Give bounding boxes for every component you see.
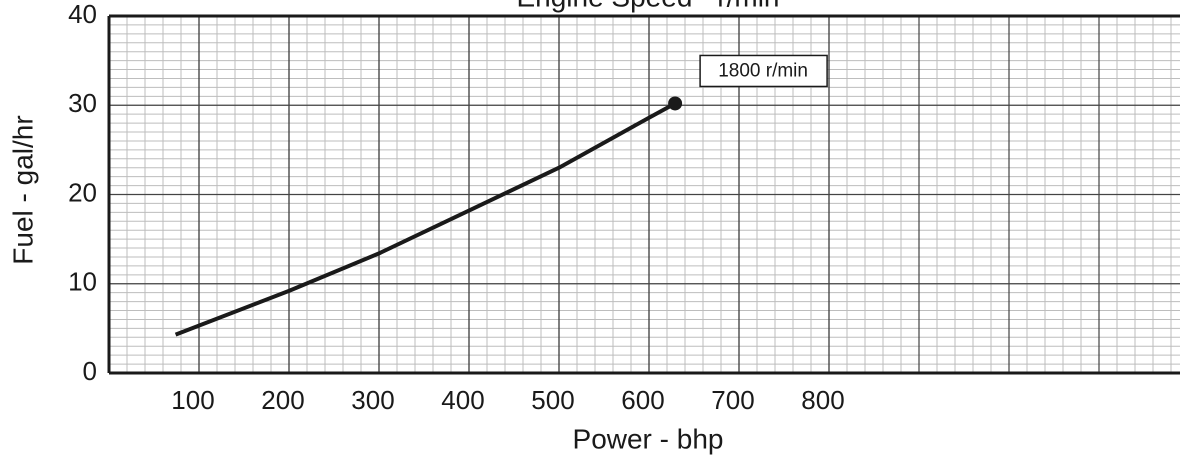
x-tick-label: 300 bbox=[351, 385, 394, 415]
x-axis-label: Power - bhp bbox=[573, 423, 724, 454]
x-tick-label: 800 bbox=[801, 385, 844, 415]
x-tick-label: 700 bbox=[711, 385, 754, 415]
y-tick-label: 0 bbox=[83, 356, 97, 386]
y-tick-label: 20 bbox=[68, 177, 97, 207]
line bbox=[174, 101, 677, 337]
legend-box bbox=[699, 54, 828, 88]
x-tick-label: 500 bbox=[531, 385, 574, 415]
legend-label: 1800 r/min bbox=[718, 60, 808, 81]
chart-title: Engine Speed - r/min bbox=[516, 0, 779, 12]
y-axis-label: Fuel - gal/hr bbox=[7, 115, 38, 264]
y-tick-label: 40 bbox=[68, 0, 97, 29]
x-tick-label: 400 bbox=[441, 385, 484, 415]
end-marker bbox=[668, 96, 683, 111]
x-tick-label: 600 bbox=[621, 385, 664, 415]
y-tick-label: 30 bbox=[68, 88, 97, 118]
x-tick-label: 100 bbox=[171, 385, 214, 415]
x-tick-label: 200 bbox=[261, 385, 304, 415]
y-tick-label: 10 bbox=[68, 267, 97, 297]
